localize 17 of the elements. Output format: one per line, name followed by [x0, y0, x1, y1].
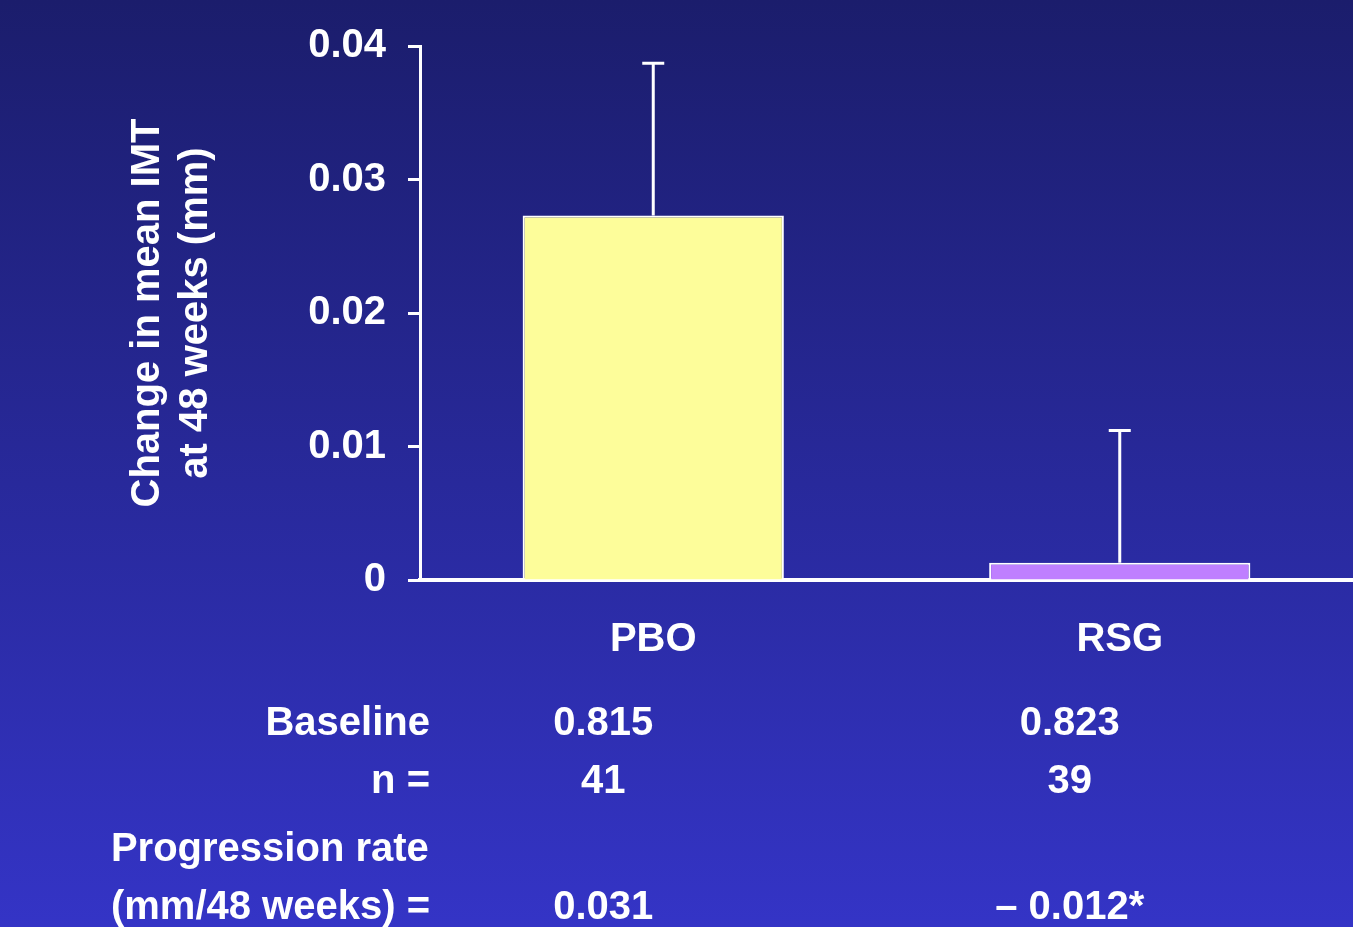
text: 0.823 — [1018, 698, 1121, 745]
text: Progression rate (mm/48 weeks) = — [110, 824, 430, 927]
text: Baseline — [265, 698, 430, 745]
text: n = — [371, 756, 430, 803]
y-tick-label: 0 — [363, 555, 386, 600]
y-axis-title: Change in mean IMT at 48 weeks (mm) — [123, 118, 216, 508]
text: 0.815 — [553, 699, 654, 743]
x-tick-label: RSG — [1076, 615, 1164, 660]
text: – 0.012* — [994, 882, 1146, 927]
y-tick-label: 0.03 — [308, 154, 386, 199]
text: 0.031 — [553, 883, 654, 927]
text: 39 — [1046, 756, 1093, 803]
y-tick-label: 0.01 — [308, 421, 386, 466]
text: 41 — [581, 757, 626, 801]
y-tick-label: 0.02 — [308, 288, 386, 333]
y-tick-label: 0.04 — [308, 21, 387, 66]
x-tick-label: PBO — [609, 615, 697, 660]
